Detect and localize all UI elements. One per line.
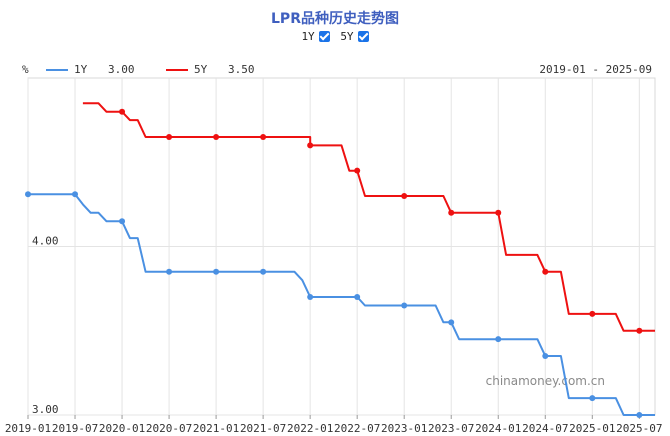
y-unit-label: % xyxy=(22,63,29,76)
x-tick-label: 2021-07 xyxy=(240,422,286,435)
x-tick-label: 2020-07 xyxy=(146,422,192,435)
chart-title: LPR品种历史走势图 xyxy=(271,11,399,27)
x-tick-label: 2025-01 xyxy=(569,422,615,435)
legend-value-1y: 3.00 xyxy=(108,63,135,76)
data-point-1y xyxy=(589,395,596,402)
data-point-1y xyxy=(542,353,549,360)
toggle-1y[interactable]: 1Y xyxy=(301,30,330,43)
x-tick-label: 2025-07 xyxy=(616,422,662,435)
data-point-5y xyxy=(354,167,361,174)
x-tick-label: 2023-07 xyxy=(428,422,474,435)
x-tick-label: 2020-01 xyxy=(99,422,145,435)
data-point-5y xyxy=(636,327,643,334)
data-point-1y xyxy=(260,268,267,275)
data-point-1y xyxy=(72,191,79,198)
y-axis: 3.00 4.00 xyxy=(32,235,59,417)
toggle-5y[interactable]: 5Y xyxy=(340,30,369,43)
data-point-5y xyxy=(448,209,455,216)
legend-item-5y[interactable]: 5Y 3.50 xyxy=(166,63,255,76)
data-point-5y xyxy=(213,133,220,140)
x-tick-label: 2019-01 xyxy=(5,422,51,435)
x-tick-label: 2024-07 xyxy=(522,422,568,435)
data-point-5y xyxy=(542,268,549,275)
data-point-5y xyxy=(166,133,173,140)
x-tick-label: 2021-01 xyxy=(193,422,239,435)
legend-name-5y: 5Y xyxy=(194,63,208,76)
x-tick-label: 2023-01 xyxy=(381,422,427,435)
toggle-1y-label: 1Y xyxy=(301,30,315,43)
checkbox-1y-icon[interactable] xyxy=(318,31,330,42)
data-point-1y xyxy=(636,412,643,418)
y-tick-label: 3.00 xyxy=(32,403,59,416)
data-point-1y xyxy=(166,268,173,275)
x-tick-label: 2022-07 xyxy=(334,422,380,435)
y-tick-label: 4.00 xyxy=(32,235,59,248)
legend: 1Y 3.00 5Y 3.50 xyxy=(46,63,255,76)
grid xyxy=(27,77,656,416)
legend-value-5y: 3.50 xyxy=(228,63,255,76)
data-point-1y xyxy=(307,294,314,301)
data-point-5y xyxy=(401,192,408,199)
data-point-5y xyxy=(495,209,502,216)
checkbox-5y-icon[interactable] xyxy=(357,31,369,42)
legend-item-1y[interactable]: 1Y 3.00 xyxy=(46,63,135,76)
legend-name-1y: 1Y xyxy=(74,63,88,76)
data-point-5y xyxy=(589,310,596,317)
toggle-5y-label: 5Y xyxy=(340,30,354,43)
series-lines xyxy=(25,102,655,418)
x-axis: 2019-01 2019-07 2020-01 2020-07 2021-01 2021-… xyxy=(5,415,663,435)
watermark: chinamoney.com.cn xyxy=(486,374,605,388)
series-toggles: 1Y 5Y xyxy=(0,30,670,43)
data-point-1y xyxy=(354,294,361,301)
date-range: 2019-01 - 2025-09 xyxy=(539,63,652,76)
x-tick-label: 2019-07 xyxy=(52,422,98,435)
data-point-1y xyxy=(401,302,408,309)
x-tick-label: 2024-01 xyxy=(475,422,521,435)
data-point-1y xyxy=(495,336,502,343)
data-point-5y xyxy=(119,108,126,115)
data-point-1y xyxy=(213,268,220,275)
x-tick-label: 2022-01 xyxy=(287,422,333,435)
data-point-5y xyxy=(260,133,267,140)
data-point-1y xyxy=(119,218,126,225)
data-point-1y xyxy=(25,191,31,198)
data-point-5y xyxy=(307,142,314,149)
series-line-5y xyxy=(82,102,655,332)
data-point-1y xyxy=(448,319,455,326)
